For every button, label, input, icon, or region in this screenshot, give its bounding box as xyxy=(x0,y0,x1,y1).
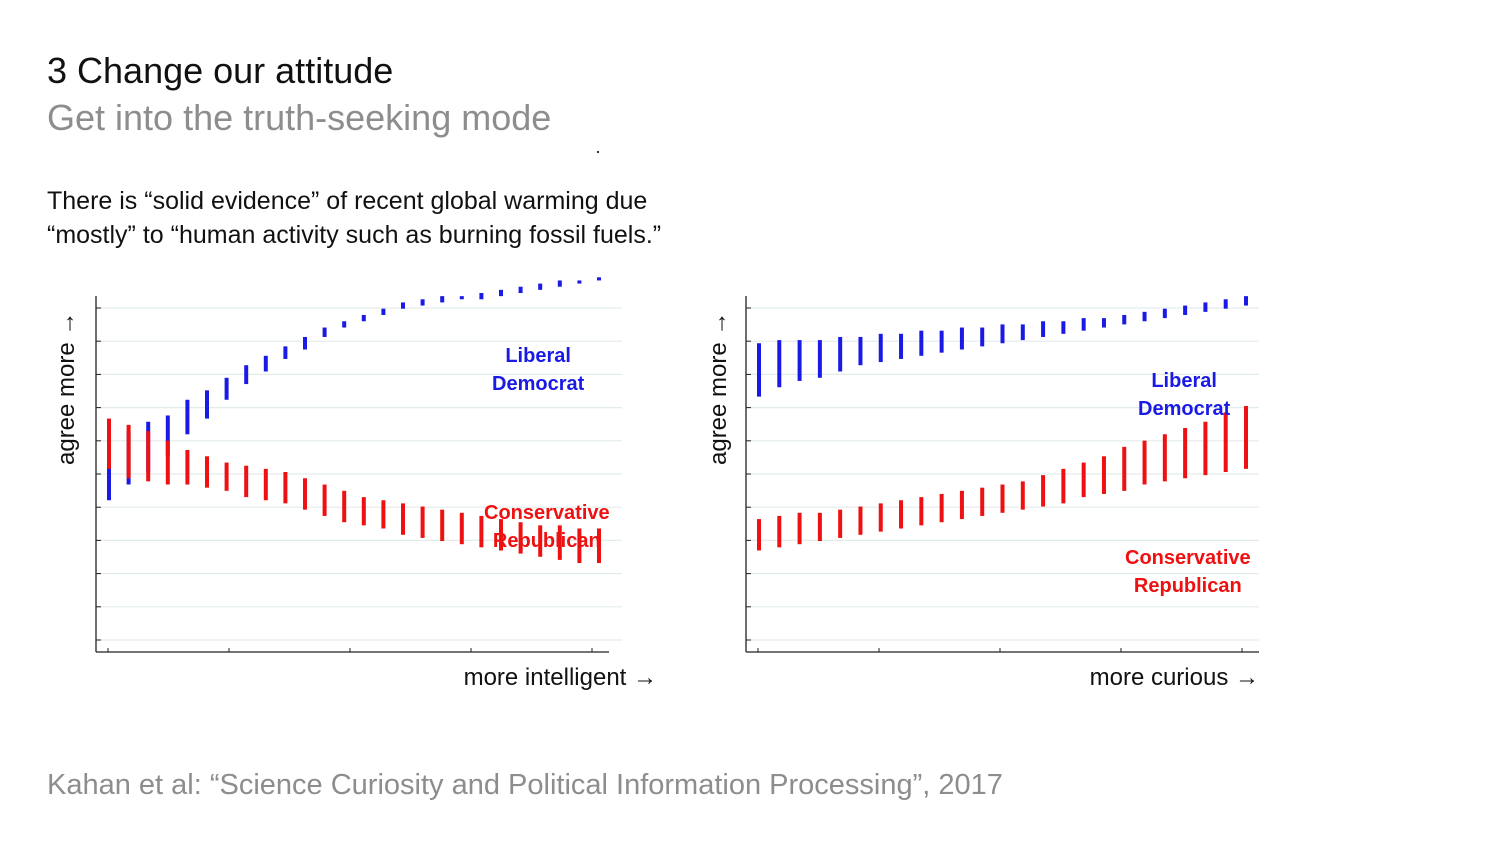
series-label-liberal-line2: Democrat xyxy=(492,373,585,395)
series-label-conservative-line2: Republican xyxy=(1133,575,1242,597)
statement-line-1: There is “solid evidence” of recent glob… xyxy=(47,187,648,215)
stray-dot xyxy=(597,151,599,153)
series-label-conservative-line1: Conservative xyxy=(1125,547,1251,569)
chart-curiosity-plot xyxy=(745,296,1259,653)
survey-statement: There is “solid evidence” of recent glob… xyxy=(47,184,661,252)
citation: Kahan et al: “Science Curiosity and Poli… xyxy=(47,769,1003,801)
series-label-liberal-line1: Liberal xyxy=(1151,370,1217,392)
series-conservative-republican xyxy=(107,418,601,564)
y-axis-label: agree more → xyxy=(53,311,80,465)
chart-intelligence: agree more → more intelligent → Liberal … xyxy=(47,277,667,700)
series-label-conservative-line2: Republican xyxy=(492,530,601,552)
chart-curiosity: agree more → more curious → Liberal Demo… xyxy=(697,280,1317,700)
series-label-conservative-line1: Conservative xyxy=(484,502,610,524)
series-label-liberal: Liberal Democrat xyxy=(492,342,584,398)
x-axis-label: more curious → xyxy=(1089,664,1259,691)
series-conservative-republican xyxy=(757,406,1248,551)
statement-line-2: “mostly” to “human activity such as burn… xyxy=(47,221,662,249)
series-label-liberal: Liberal Democrat xyxy=(1138,367,1230,423)
slide-title: 3 Change our attitude xyxy=(47,50,394,91)
x-axis-label: more intelligent → xyxy=(463,664,657,691)
slide-subtitle: Get into the truth-seeking mode xyxy=(47,97,552,138)
series-label-conservative: Conservative Republican xyxy=(1125,544,1251,600)
series-label-conservative: Conservative Republican xyxy=(484,499,610,555)
series-liberal-democrat xyxy=(757,296,1248,397)
series-label-liberal-line2: Democrat xyxy=(1138,398,1231,420)
chart-intelligence-plot xyxy=(95,277,622,653)
series-label-liberal-line1: Liberal xyxy=(505,345,571,367)
y-axis-label: agree more → xyxy=(705,311,732,465)
